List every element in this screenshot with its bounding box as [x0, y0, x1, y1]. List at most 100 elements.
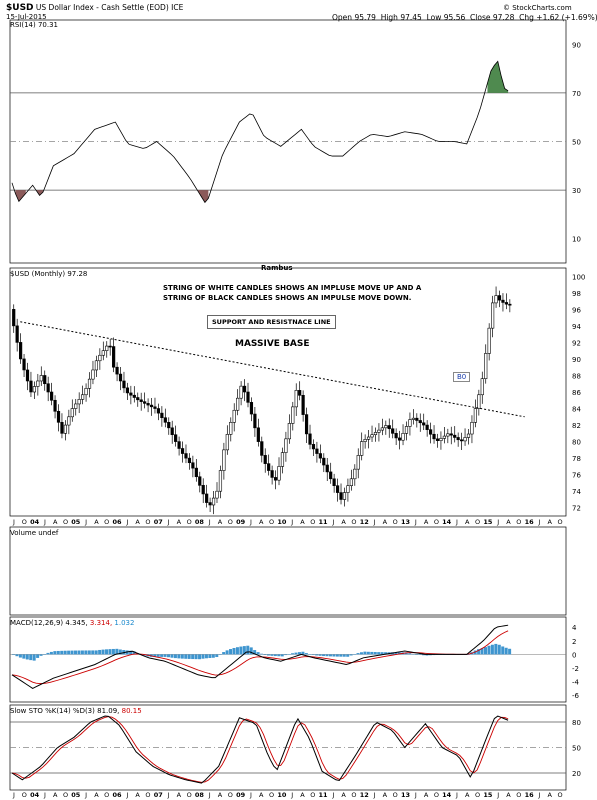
- candle-down: [273, 477, 278, 481]
- candle-down: [22, 358, 26, 371]
- macd-histogram-bar: [184, 654, 188, 659]
- candle-down: [125, 387, 130, 394]
- candle-up: [380, 427, 384, 431]
- macd-histogram-bar: [156, 654, 160, 657]
- candle-up: [222, 449, 226, 471]
- candle-up: [463, 437, 467, 442]
- candle-up: [105, 345, 109, 351]
- candle-up: [91, 369, 95, 380]
- candle-up: [215, 490, 219, 499]
- macd-histogram-bar: [294, 652, 298, 655]
- candle-down: [56, 410, 61, 423]
- candle-down: [191, 462, 195, 469]
- candle-up: [356, 455, 360, 470]
- x-tick-label: A: [177, 518, 182, 526]
- price-tick-label: 92: [572, 339, 581, 347]
- x-tick-label: O: [145, 518, 150, 526]
- macd-histogram-bar: [339, 654, 343, 657]
- candle-down: [318, 453, 322, 459]
- x-tick-label: O: [104, 518, 109, 526]
- x-tick-label: O: [63, 518, 68, 526]
- candle-down: [501, 299, 505, 303]
- x-tick-label: O: [22, 791, 27, 799]
- macd-histogram-bar: [177, 654, 181, 659]
- macd-histogram-bar: [94, 650, 98, 655]
- macd-histogram-bar: [415, 654, 419, 655]
- candle-up: [373, 432, 378, 436]
- candle-up: [470, 422, 474, 435]
- x-tick-label: J: [496, 791, 499, 799]
- x-tick-label: 15: [483, 518, 493, 526]
- x-tick-label: O: [310, 791, 315, 799]
- open-label: Open: [332, 13, 353, 22]
- macd-histogram-bar: [322, 654, 326, 657]
- macd-histogram-bar: [108, 649, 112, 655]
- macd-histogram-bar: [494, 643, 498, 655]
- macd-histogram-bar: [201, 654, 205, 659]
- x-tick-label: O: [475, 518, 480, 526]
- candle-down: [118, 373, 123, 382]
- macd-histogram-bar: [311, 654, 315, 655]
- candle-down: [267, 463, 271, 471]
- macd-histogram-bar: [167, 654, 171, 658]
- rsi-tick-label: 90: [572, 41, 581, 49]
- candle-down: [425, 424, 429, 430]
- candle-down: [270, 470, 274, 478]
- candle-down: [315, 448, 319, 454]
- macd-histogram-bar: [153, 654, 157, 657]
- macd-histogram-bar: [18, 654, 22, 658]
- macd-tick-label: -6: [572, 692, 580, 700]
- candle-up: [225, 434, 229, 451]
- macd-histogram-bar: [301, 651, 305, 655]
- x-tick-label: 08: [195, 791, 205, 799]
- x-tick-label: 14: [442, 791, 452, 799]
- high-label: High: [380, 13, 398, 22]
- macd-histogram-bar: [215, 654, 219, 658]
- candle-up: [349, 478, 353, 486]
- macd-histogram-bar: [129, 650, 133, 655]
- watermark: © StockCharts.com: [503, 4, 572, 12]
- candle-down: [460, 439, 464, 442]
- macd-histogram-bar: [325, 654, 329, 657]
- candle-down: [449, 433, 453, 436]
- candle-down: [456, 437, 460, 441]
- candle-up: [84, 388, 88, 396]
- x-tick-label: 08: [195, 518, 205, 526]
- macd-histogram-bar: [63, 650, 67, 655]
- candle-down: [194, 467, 198, 478]
- macd-histogram-bar: [187, 654, 191, 659]
- macd-histogram-bar: [380, 652, 384, 655]
- macd-histogram-bar: [484, 647, 488, 655]
- volume-title: Volume undef: [10, 529, 59, 537]
- candle-down: [139, 399, 143, 402]
- candle-down: [143, 401, 147, 404]
- x-tick-label: O: [434, 791, 439, 799]
- macd-value-3: 1.032: [114, 619, 135, 627]
- x-axis-labels: J O 04 J A O 05 J A O 06 J A O 07 J A O 08 J A O 09 J A O 10 J A O 11 J…: [12, 518, 563, 799]
- price-tick-label: 90: [572, 356, 581, 364]
- macd-histogram-bar: [36, 654, 40, 658]
- symbol: $USD: [6, 3, 34, 13]
- candle-down: [301, 395, 305, 415]
- rsi-title: RSI(14) 70.31: [10, 21, 59, 29]
- x-tick-label: O: [104, 791, 109, 799]
- macd-histogram-bar: [366, 651, 370, 655]
- macd-histogram-bar: [12, 654, 15, 655]
- volume-frame: [9, 526, 567, 616]
- macd-histogram-bar: [53, 651, 57, 655]
- x-tick-label: J: [373, 791, 376, 799]
- candle-down: [387, 425, 391, 430]
- x-tick-label: O: [393, 518, 398, 526]
- candle-down: [432, 433, 436, 440]
- candle-down: [304, 414, 309, 435]
- candle-down: [132, 394, 136, 398]
- sto-k-value: 81.09,: [97, 707, 120, 715]
- candle-up: [477, 394, 481, 409]
- candle-down: [397, 437, 402, 441]
- x-tick-label: O: [22, 518, 27, 526]
- candle-up: [36, 380, 40, 387]
- macd-histogram-bar: [353, 654, 357, 655]
- candle-down: [242, 385, 247, 393]
- candle-up: [404, 426, 409, 434]
- price-tick-label: 98: [572, 290, 581, 298]
